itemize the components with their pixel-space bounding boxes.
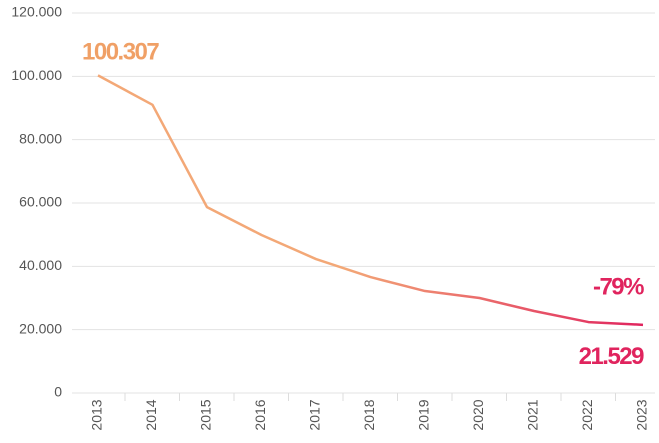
x-tick-label: 2013 <box>89 399 105 430</box>
x-tick-label: 2018 <box>361 399 377 430</box>
x-tick-label: 2019 <box>416 399 432 430</box>
y-tick-label: 60.000 <box>19 194 62 210</box>
x-tick-label: 2021 <box>525 399 541 430</box>
x-tick-label: 2022 <box>579 399 595 430</box>
x-tick-label: 2017 <box>307 399 323 430</box>
x-tick-label: 2016 <box>252 399 268 430</box>
x-tick-label: 2020 <box>470 399 486 430</box>
annotation: -79% <box>593 273 644 300</box>
y-tick-label: 120.000 <box>11 4 62 20</box>
value-label: 21.529 <box>579 343 645 370</box>
y-tick-label: 80.000 <box>19 130 62 146</box>
x-tick-label: 2015 <box>198 399 214 430</box>
line <box>97 74 644 327</box>
value-label: 100.307 <box>82 39 159 66</box>
y-tick-label: 0 <box>54 384 62 400</box>
y-tick-label: 100.000 <box>11 67 62 83</box>
x-tick-label: 2014 <box>143 399 159 430</box>
x-tick-label: 2023 <box>634 399 650 430</box>
y-tick-label: 40.000 <box>19 257 62 273</box>
y-tick-label: 20.000 <box>19 320 62 336</box>
